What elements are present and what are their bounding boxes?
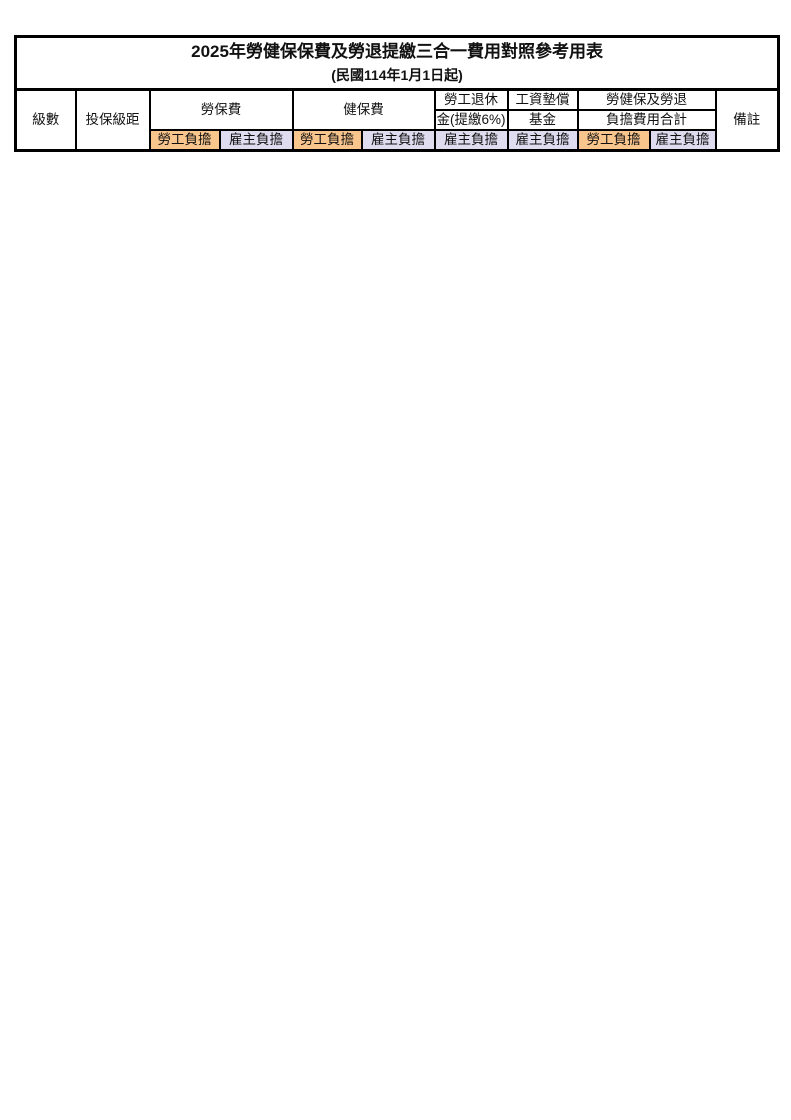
page-subtitle: (民國114年1月1日起): [331, 67, 463, 83]
header-health-employer: 雇主負擔: [360, 129, 436, 152]
header-pension-line1: 勞工退休: [433, 88, 509, 111]
header-total-employer: 雇主負擔: [648, 129, 717, 152]
page-title: 2025年勞健保保費及勞退提繳三合一費用對照參考用表: [191, 42, 603, 61]
header-wage-fund-line2: 基金: [506, 109, 579, 131]
header-wage-fund-line1: 工資墊償: [506, 88, 579, 111]
header-total-employee: 勞工負擔: [576, 129, 651, 152]
column-header: 級數 投保級距 勞保費 健保費 勞工退休 工資墊償 勞健保及勞退 備註 金(提繳…: [14, 88, 780, 152]
header-labor-employee: 勞工負擔: [148, 129, 221, 152]
header-total-line1: 勞健保及勞退: [576, 88, 717, 111]
header-health-employee: 勞工負擔: [291, 129, 363, 152]
header-remark: 備註: [714, 88, 780, 152]
header-pension-employer: 雇主負擔: [433, 129, 509, 152]
reference-table-sheet: 2025年勞健保保費及勞退提繳三合一費用對照參考用表 (民國114年1月1日起)…: [14, 35, 781, 152]
header-health-insurance: 健保費: [291, 88, 436, 131]
header-total-line2: 負擔費用合計: [576, 109, 717, 131]
header-bracket: 投保級距: [74, 88, 151, 152]
header-labor-insurance: 勞保費: [148, 88, 294, 131]
title-row: 2025年勞健保保費及勞退提繳三合一費用對照參考用表 (民國114年1月1日起): [14, 35, 780, 91]
header-pension-line2: 金(提繳6%): [433, 109, 509, 131]
header-level: 級數: [14, 88, 77, 152]
table-title-cell: 2025年勞健保保費及勞退提繳三合一費用對照參考用表 (民國114年1月1日起): [14, 35, 780, 91]
header-wage-fund-employer: 雇主負擔: [506, 129, 579, 152]
header-labor-employer: 雇主負擔: [218, 129, 294, 152]
premium-table: 2025年勞健保保費及勞退提繳三合一費用對照參考用表 (民國114年1月1日起)…: [14, 35, 781, 152]
